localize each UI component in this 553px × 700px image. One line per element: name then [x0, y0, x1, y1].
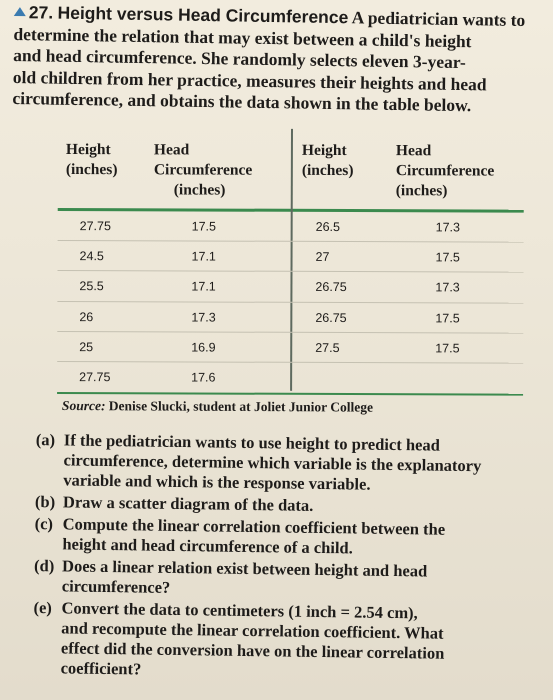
cell: 17.5: [191, 218, 217, 234]
cell: 17.5: [435, 250, 460, 265]
question-list: (a) If the pediatrician wants to use hei…: [33, 430, 536, 687]
cell: 26.75: [315, 310, 347, 325]
cell: 26.5: [315, 219, 341, 234]
question-d: (d) Does a linear relation exist between…: [33, 555, 428, 597]
source-text: Denise Slucki, student at Joliet Junior …: [108, 398, 374, 415]
cell: 26: [79, 309, 94, 324]
cell: 17.5: [435, 341, 460, 356]
table-row: 25.5 17.1 26.75 17.3: [57, 271, 524, 304]
header-height-1: Height (inches): [65, 141, 118, 179]
table-row: 27.75 17.5 26.5 17.3: [57, 210, 524, 243]
table-row: 24.5 17.1 27 17.5: [57, 240, 524, 273]
question-label: (b): [34, 491, 56, 512]
cell: 25: [79, 340, 94, 355]
cell: 27.75: [79, 218, 111, 233]
cell: 17.3: [191, 310, 216, 325]
cell: 27.75: [79, 370, 111, 385]
question-label: (a): [35, 430, 56, 450]
exercise-number: 27.: [28, 2, 54, 23]
question-label: (d): [33, 555, 55, 576]
table-source: Source: Denise Slucki, student at Joliet…: [62, 398, 373, 416]
table-row: 25 16.9 27.5 17.5: [57, 332, 524, 365]
cell: 17.1: [191, 279, 216, 294]
cell: 17.3: [435, 280, 460, 295]
cell: 17.1: [191, 249, 216, 264]
question-a: (a) If the pediatrician wants to use hei…: [35, 430, 482, 494]
cell: 17.6: [191, 370, 216, 386]
exercise-title: Height versus Head Circumference: [57, 2, 349, 28]
table-header: Height (inches) Head Circumference (inch…: [58, 128, 524, 210]
question-e: (e) Convert the data to centimeters (1 i…: [33, 597, 445, 679]
exercise-intro: 27. Height versus Head Circumference A p…: [12, 2, 539, 118]
header-head-circumference-2: Head Circumference (inches): [395, 142, 495, 200]
question-label: (e): [33, 597, 52, 618]
cell: 26.75: [315, 280, 347, 295]
cell: 27.5: [315, 340, 340, 356]
question-c: (c) Compute the linear correlation coeff…: [34, 513, 446, 558]
cell: 25.5: [79, 279, 104, 294]
cell: 17.5: [435, 310, 460, 326]
source-label: Source:: [61, 398, 106, 414]
header-height-2: Height (inches): [301, 141, 354, 180]
table-row: 26 17.3 26.75 17.5: [57, 301, 524, 334]
cell: 17.3: [435, 219, 461, 234]
cell: 24.5: [79, 248, 104, 264]
header-head-circumference-1: Head Circumference (inches): [153, 141, 253, 199]
cell: 16.9: [191, 340, 216, 355]
data-table: Height (inches) Head Circumference (inch…: [57, 128, 524, 396]
cell: 27: [315, 249, 330, 264]
table-row: 27.75 17.6: [57, 362, 523, 393]
intro-text: A pediatrician wants to: [351, 7, 526, 31]
exercise-marker-icon: [13, 6, 26, 17]
table-body: 27.75 17.5 26.5 17.3 24.5 17.1 27 17.5 2…: [57, 210, 524, 393]
question-label: (c): [34, 513, 54, 534]
